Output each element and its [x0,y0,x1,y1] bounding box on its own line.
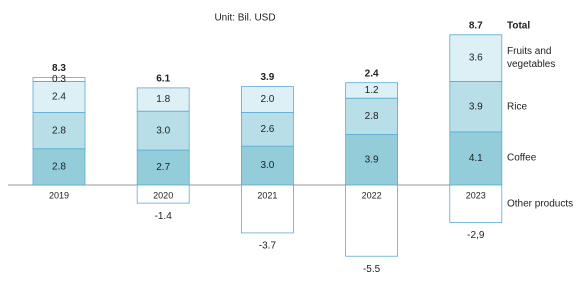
bar-segment [32,148,86,186]
value-label: 2.8 [365,111,379,122]
bar-segment [32,112,86,150]
total-label: 6.1 [156,74,170,85]
bar-segment [136,184,190,204]
value-label: 2.7 [156,162,170,173]
x-tick-label: 2020 [153,190,173,200]
value-label: -5.5 [363,264,381,275]
total-label: 8.3 [52,63,66,74]
bar-segment [345,97,399,135]
value-label: -2,9 [467,230,485,241]
value-label: 1.8 [156,94,170,105]
bar-segment [32,77,86,82]
x-tick-label: 2021 [257,190,277,200]
bar-segment [449,34,503,82]
value-label: 3.6 [469,53,483,64]
total-label: 3.9 [260,72,274,83]
value-label: 2.8 [52,125,66,136]
bar-segment [136,87,190,112]
bar-segment [449,131,503,186]
bar-segment [240,86,294,113]
bar-segment [345,184,399,257]
legend-label: Fruits and vegetables [507,46,556,71]
value-label: 4.1 [469,153,483,164]
legend-label: Coffee [507,152,537,164]
legend-label: Total [507,20,531,32]
x-tick-label: 2023 [466,190,486,200]
total-label: 8.7 [469,20,483,31]
value-label: 1.2 [365,85,379,96]
bar-segment [136,110,190,151]
bar-segment [240,184,294,234]
total-label: 2.4 [365,68,379,79]
value-label: -3.7 [259,241,277,252]
legend-label: Other products [507,198,574,210]
value-label: 3.9 [365,154,379,165]
bar-segment [136,149,190,186]
value-label: 2.8 [52,162,66,173]
bar-segment [449,184,503,223]
bar-segment [240,145,294,186]
x-tick-label: 2022 [362,190,382,200]
chart-title: Unit: Bil. USD [214,13,275,24]
legend-label: Rice [507,101,528,113]
value-label: 2.0 [260,94,274,105]
bar-segment [449,81,503,133]
bar-segment [345,134,399,186]
value-label: 0.3 [52,74,66,85]
bar-segment [240,112,294,147]
value-label: -1.4 [155,211,173,222]
bar-segment [345,82,399,99]
value-label: 2.6 [260,124,274,135]
value-label: 3.0 [260,160,274,171]
value-label: 3.9 [469,101,483,112]
value-label: 3.0 [156,125,170,136]
value-label: 2.4 [52,92,66,103]
x-tick-label: 2019 [49,190,69,200]
